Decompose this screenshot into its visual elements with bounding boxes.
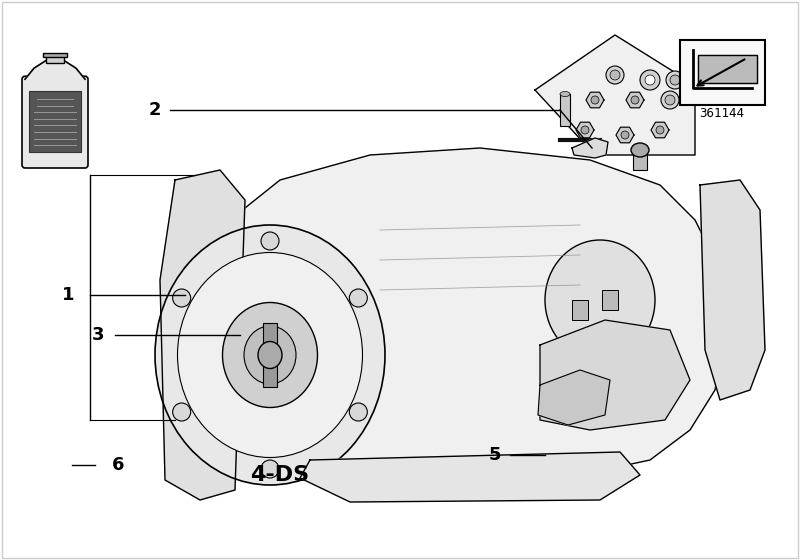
Circle shape <box>581 126 589 134</box>
Polygon shape <box>25 60 85 79</box>
Polygon shape <box>535 35 695 155</box>
Ellipse shape <box>545 240 655 360</box>
Circle shape <box>610 70 620 80</box>
Ellipse shape <box>560 91 570 96</box>
Bar <box>633 148 647 170</box>
Circle shape <box>665 95 675 105</box>
Polygon shape <box>160 170 245 500</box>
Circle shape <box>261 460 279 478</box>
Ellipse shape <box>178 253 362 458</box>
Polygon shape <box>626 92 644 108</box>
Bar <box>29 91 81 152</box>
Bar <box>602 290 618 310</box>
Polygon shape <box>538 370 610 425</box>
Polygon shape <box>586 92 604 108</box>
Polygon shape <box>540 320 690 430</box>
Polygon shape <box>300 452 640 502</box>
Circle shape <box>261 232 279 250</box>
Polygon shape <box>651 122 669 138</box>
Ellipse shape <box>222 302 318 408</box>
Ellipse shape <box>155 225 385 485</box>
Bar <box>572 300 588 320</box>
Bar <box>46 55 64 63</box>
Circle shape <box>640 70 660 90</box>
Ellipse shape <box>244 326 296 384</box>
Circle shape <box>350 289 367 307</box>
Polygon shape <box>572 138 608 158</box>
Polygon shape <box>700 180 765 400</box>
Ellipse shape <box>258 342 282 368</box>
Text: 3: 3 <box>92 326 104 344</box>
Text: 4-DS: 4-DS <box>250 465 310 485</box>
Bar <box>680 40 765 105</box>
Text: 1: 1 <box>62 286 74 304</box>
Circle shape <box>645 75 655 85</box>
FancyBboxPatch shape <box>22 76 88 168</box>
Bar <box>560 94 570 126</box>
Text: 2: 2 <box>149 101 162 119</box>
Text: 6: 6 <box>112 456 125 474</box>
Text: 5: 5 <box>489 446 502 464</box>
Circle shape <box>621 131 629 139</box>
Circle shape <box>666 71 684 89</box>
Polygon shape <box>616 127 634 143</box>
Circle shape <box>173 289 190 307</box>
Bar <box>43 53 67 57</box>
Bar <box>263 323 277 387</box>
Circle shape <box>591 96 599 104</box>
Polygon shape <box>185 148 725 478</box>
Circle shape <box>631 96 639 104</box>
Circle shape <box>670 75 680 85</box>
Circle shape <box>173 403 190 421</box>
Polygon shape <box>576 122 594 138</box>
Circle shape <box>606 66 624 84</box>
Polygon shape <box>698 55 757 83</box>
Circle shape <box>350 403 367 421</box>
Circle shape <box>656 126 664 134</box>
Ellipse shape <box>631 143 649 157</box>
Circle shape <box>661 91 679 109</box>
Text: 361144: 361144 <box>699 107 745 120</box>
